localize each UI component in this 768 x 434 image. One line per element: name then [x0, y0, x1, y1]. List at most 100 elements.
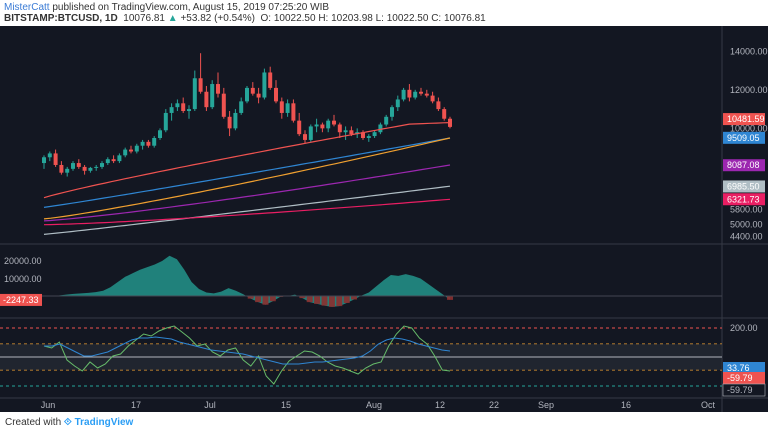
rsi-label-box	[723, 372, 765, 384]
sma-purple-line	[43, 164, 451, 222]
candle-body	[291, 103, 296, 121]
grid-lines	[0, 26, 768, 412]
candle-body	[100, 163, 104, 167]
price-label-text: 8087.08	[727, 160, 760, 170]
candle-body	[105, 159, 110, 164]
candle-body	[210, 84, 215, 108]
candle-body	[239, 101, 244, 113]
candle-body	[129, 149, 133, 152]
candle-body	[146, 141, 151, 146]
candle-body	[349, 130, 354, 135]
candle-body	[221, 93, 226, 117]
rsi-label-text: 33.76	[727, 363, 750, 373]
candle-body	[308, 126, 313, 140]
created-with-text: Created with	[5, 417, 62, 428]
candle-body	[204, 91, 209, 108]
ohlc-values: O: 10022.50 H: 10203.98 L: 10022.50 C: 1…	[260, 13, 486, 24]
author-link[interactable]: MisterCatt	[4, 2, 50, 13]
candle-body	[384, 116, 389, 125]
osc-tick-label: 10000.00	[4, 274, 42, 284]
candle-body	[158, 130, 162, 138]
candle-body	[413, 91, 418, 98]
price-label-box	[723, 193, 765, 206]
chart-area[interactable]: 14000.0012000.0010000.007000.005800.0050…	[0, 26, 768, 412]
oscillator-pane	[0, 255, 722, 307]
time-tick-label: 15	[281, 400, 291, 410]
candle-body	[233, 112, 238, 129]
price-tick-label: 5000.00	[730, 220, 763, 230]
candle-body	[53, 153, 58, 165]
candle-body	[407, 89, 412, 98]
price-tick-label: 4400.00	[730, 231, 763, 241]
candle-body	[285, 103, 290, 113]
candle-body	[134, 145, 139, 152]
rsi-label-box	[723, 362, 765, 374]
price-tick-label: 12000.00	[730, 85, 768, 95]
candle-body	[76, 163, 81, 167]
candle-body	[320, 124, 325, 129]
candle-body	[419, 91, 423, 94]
tradingview-logo-icon[interactable]: ⟐ TradingView	[63, 417, 134, 428]
candle-body	[163, 112, 168, 131]
candle-body	[198, 78, 203, 92]
price-label-text: 10481.59	[727, 114, 765, 124]
candle-body	[71, 163, 75, 169]
candle-body	[175, 103, 180, 108]
candle-body	[390, 107, 394, 117]
symbol-label: BITSTAMP:BTCUSD, 1D	[4, 13, 118, 24]
candle-body	[372, 132, 377, 137]
chart-canvas[interactable]: 14000.0012000.0010000.007000.005800.0050…	[0, 26, 768, 412]
time-tick-label: Jun	[41, 400, 56, 410]
moving-average-lines	[43, 122, 451, 235]
price-tick-label: 10000.00	[730, 123, 768, 133]
price-label-box	[723, 159, 765, 172]
candle-body	[297, 120, 302, 135]
candle-body	[117, 155, 122, 162]
footer: Created with ⟐ TradingView	[0, 412, 768, 434]
candle-body	[59, 164, 64, 173]
candle-body	[378, 124, 383, 133]
candle-body	[436, 101, 441, 110]
candle-body	[256, 93, 261, 98]
candle-body	[274, 87, 278, 102]
price-tick-label: 14000.00	[730, 46, 768, 56]
candle-body	[314, 124, 319, 127]
candle-body	[88, 167, 93, 171]
sma-gray-line	[43, 185, 451, 235]
change-arrow-icon: ▲	[167, 13, 178, 24]
candle-body	[361, 132, 365, 138]
last-price: 10076.81	[123, 13, 165, 24]
osc-label-box	[0, 293, 42, 306]
symbol-info: BITSTAMP:BTCUSD, 1D 10076.81 ▲ +53.82 (+…	[4, 13, 486, 24]
time-tick-label: 17	[131, 400, 141, 410]
candle-body	[42, 157, 46, 164]
candle-body	[343, 130, 348, 133]
candle-body	[123, 149, 128, 156]
rsi-label-box	[722, 383, 766, 397]
price-label-text: 6321.73	[727, 194, 760, 204]
candle-body	[268, 72, 273, 88]
candle-body	[279, 101, 284, 113]
candle-body	[227, 116, 232, 129]
rsi-slow-line	[44, 336, 451, 365]
price-change: +53.82 (+0.54%)	[180, 13, 255, 24]
candle-body	[65, 168, 70, 173]
candle-body	[111, 159, 116, 162]
candle-body	[152, 138, 157, 146]
time-tick-label: Aug	[366, 400, 382, 410]
chart-header: MisterCatt published on TradingView.com,…	[0, 0, 768, 26]
publish-info: MisterCatt published on TradingView.com,…	[4, 2, 329, 13]
candle-body	[332, 120, 336, 125]
candle-body	[442, 109, 447, 119]
published-text: published on TradingView.com, August 15,…	[49, 2, 330, 13]
candle-body	[216, 84, 220, 94]
candle-body	[303, 134, 307, 140]
candle-body	[424, 93, 429, 96]
rsi-label-text: -59.79	[727, 373, 753, 383]
osc-tick-label: 20000.00	[4, 256, 42, 266]
osc-label-text: -2247.33	[3, 295, 39, 305]
time-tick-label: 22	[489, 400, 499, 410]
rsi-pane	[0, 325, 722, 387]
price-label-text: 6985.50	[727, 181, 760, 191]
price-label-text: 9509.05	[727, 133, 760, 143]
